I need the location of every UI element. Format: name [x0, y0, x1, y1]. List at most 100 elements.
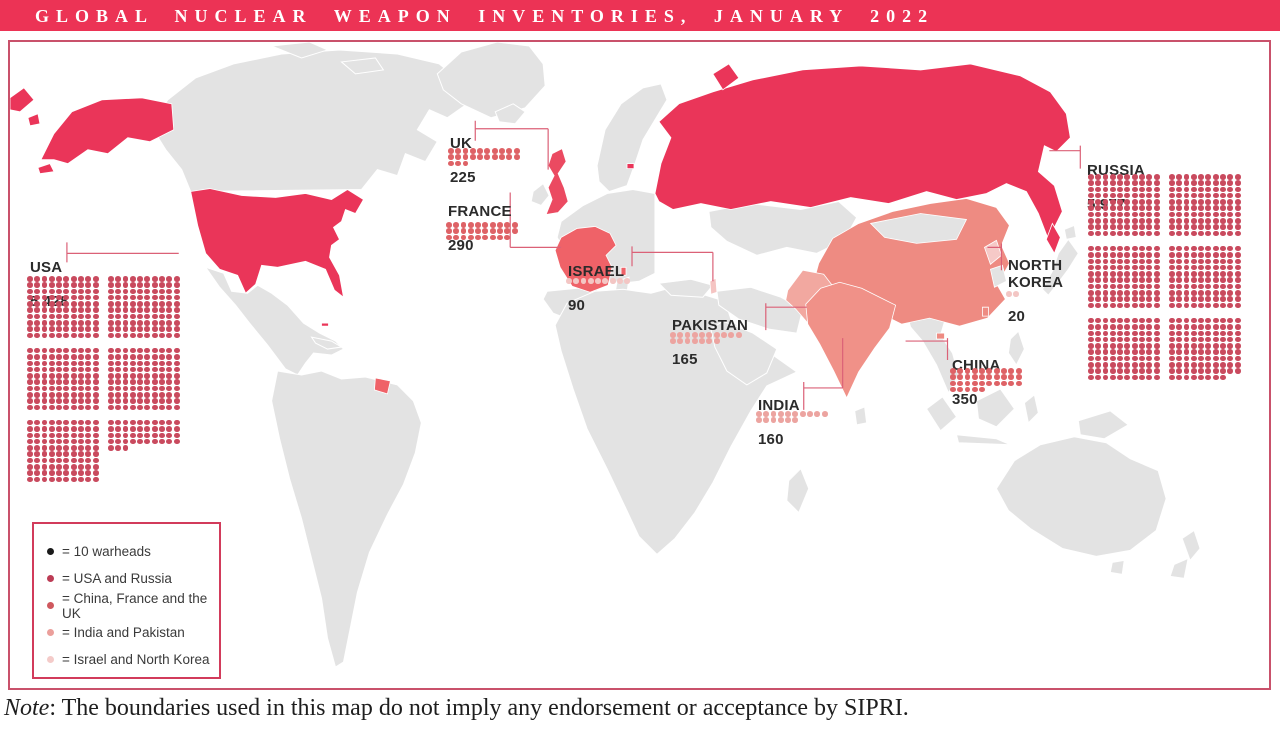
country-canada-shape [150, 49, 468, 193]
country-india-shape [805, 281, 897, 399]
country-alaska-shape [40, 97, 175, 165]
legend-label: = Israel and North Korea [62, 652, 210, 667]
country-label-uk: UK 225 [450, 118, 476, 203]
mexico-central-america-shape [204, 266, 345, 376]
hainan-shape [936, 332, 945, 340]
hokkaido-shape [1063, 224, 1077, 240]
leader-pakistan [765, 303, 807, 331]
dot-grid-china [950, 368, 1023, 393]
leader-russia [1049, 145, 1081, 169]
landmass-background [150, 42, 1201, 668]
country-label-israel: ISRAEL 90 [568, 246, 624, 331]
arctic-island-shape [271, 42, 329, 59]
country-value: 350 [952, 391, 978, 408]
dot-grid-pakistan [670, 332, 743, 345]
java-shape [955, 434, 1011, 446]
leader-north-korea [987, 243, 1003, 271]
legend-label: = China, France and the UK [62, 590, 208, 621]
kaliningrad-shape [626, 163, 635, 170]
legend-item: = Israel and North Korea [47, 646, 213, 673]
arabia-shape [710, 320, 778, 386]
world-map [10, 42, 1201, 668]
dot-grid-north-korea [1006, 291, 1079, 297]
madagascar-shape [786, 467, 810, 514]
title-bar: GLOBAL NUCLEAR WEAPON INVENTORIES, JANUA… [0, 0, 1280, 31]
country-uk-shape [545, 148, 569, 215]
dot-grid-france [446, 222, 519, 241]
new-zealand-shape [1169, 529, 1201, 579]
legend-label: = USA and Russia [62, 571, 172, 586]
country-value: 90 [568, 297, 586, 314]
country-name: INDIA [758, 397, 800, 414]
sakhalin-shape [1045, 222, 1061, 255]
scandinavia-shape [596, 83, 668, 193]
leader-india [803, 338, 844, 410]
country-france-shape [554, 226, 617, 293]
country-value: 165 [672, 351, 698, 368]
country-name: PAKISTAN [672, 317, 749, 334]
country-label-india: INDIA 160 [758, 380, 800, 465]
legend-item: = USA and Russia [47, 565, 213, 592]
novaya-zemlya-shape [712, 63, 740, 91]
dot-grid-russia [1088, 174, 1242, 381]
leader-uk [474, 120, 549, 170]
south-korea-shape [989, 264, 1007, 288]
legend-label: = India and Pakistan [62, 625, 185, 640]
arctic-island-shape [340, 57, 385, 75]
legend: = 10 warheads = USA and Russia = China, … [32, 522, 221, 679]
country-name: RUSSIA [1087, 162, 1145, 179]
dot-grid-uk [448, 148, 521, 167]
leader-israel [631, 246, 714, 282]
legend-dot-icon [47, 629, 54, 636]
turkey-shape [657, 278, 714, 298]
country-name: UK [450, 135, 473, 152]
country-label-france: FRANCE 290 [448, 186, 512, 271]
leader-usa [66, 242, 179, 263]
country-usa-shape [190, 188, 364, 299]
aleutians-shape [37, 163, 55, 175]
country-value: 290 [448, 237, 474, 254]
map-frame: USA 5 428 RUSSIA 5 977 UK 225 FRANCE 290… [8, 40, 1271, 690]
country-name: NORTH KOREA [1008, 257, 1064, 291]
country-value: 160 [758, 431, 784, 448]
legend-item: = 10 warheads [47, 538, 213, 565]
south-america-shape [271, 370, 422, 668]
iran-afghanistan-shape [716, 286, 804, 334]
nuclear-states [10, 63, 1071, 399]
country-value: 225 [450, 169, 476, 186]
country-name: USA [30, 259, 63, 276]
legend-dot-icon [47, 602, 54, 609]
leader-france [509, 192, 562, 248]
country-label-pakistan: PAKISTAN 165 [672, 300, 748, 385]
chukotka-russia-shape [10, 87, 41, 127]
ireland-shape [530, 182, 550, 207]
philippines-shape [1007, 330, 1025, 366]
legend-dot-icon [47, 656, 54, 663]
french-guiana-shape [373, 377, 391, 395]
note-label: Note [4, 695, 50, 721]
iceland-shape [494, 103, 526, 125]
corsica-shape [620, 266, 627, 276]
sumatra-shape [925, 396, 958, 432]
country-label-north-korea: NORTH KOREA 20 [1008, 240, 1072, 342]
country-name: FRANCE [448, 203, 512, 220]
map-footnote: Note: The boundaries used in this map do… [4, 695, 909, 722]
australia-shape [995, 436, 1167, 557]
leader-china [905, 338, 949, 361]
legend-dot-icon [47, 548, 54, 555]
borneo-shape [975, 388, 1016, 428]
legend-dot-icon [47, 575, 54, 582]
taiwan-shape [982, 306, 989, 317]
sri-lanka-shape [854, 406, 868, 426]
dot-grid-india [756, 411, 829, 424]
dot-grid-israel [566, 278, 639, 284]
tasmania-shape [1109, 559, 1125, 575]
dot-grid-usa [27, 276, 181, 483]
country-russia-shape [654, 63, 1071, 241]
legend-label: = 10 warheads [62, 544, 151, 559]
country-value: 20 [1008, 308, 1026, 325]
country-name: ISRAEL [568, 263, 625, 280]
new-guinea-shape [1077, 410, 1130, 440]
legend-item: = China, France and the UK [47, 590, 213, 621]
mongolia-shape [869, 213, 968, 244]
